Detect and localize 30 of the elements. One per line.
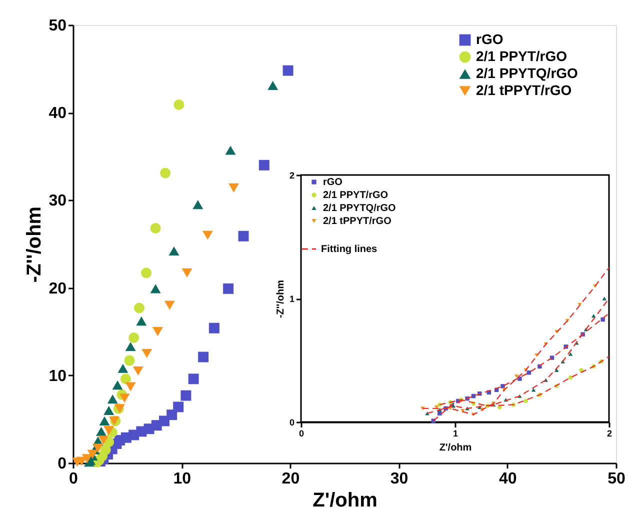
legend-label: Fitting lines: [321, 244, 378, 255]
y-tick-label: 10: [48, 368, 67, 385]
legend-label: 2/1 tPPYT/rGO: [476, 82, 572, 98]
y-tick-label: 40: [48, 105, 67, 122]
x-axis-title: Z'/ohm: [439, 442, 472, 454]
x-tick-label: 30: [390, 470, 408, 488]
legend-label: 2/1 PPYTQ/rGO: [323, 203, 396, 214]
legend-label: 2/1 PPYT/rGO: [323, 190, 388, 201]
legend-label: 2/1 tPPYT/rGO: [323, 216, 392, 227]
y-axis-title: -Z''/ohm: [275, 280, 286, 318]
y-tick-label: 20: [48, 280, 67, 298]
y-tick-label: 2: [289, 170, 294, 180]
x-tick-label: 0: [298, 428, 304, 438]
y-tick-label: 30: [48, 192, 67, 210]
y-tick-label: 50: [48, 18, 67, 34]
x-tick-label: 0: [69, 470, 78, 488]
x-tick-label: 50: [608, 470, 626, 488]
x-tick-label: 40: [499, 470, 517, 488]
y-tick-label: 0: [289, 418, 294, 428]
legend-label: 2/1 PPYT/rGO: [476, 48, 568, 64]
y-tick-label: 1: [289, 294, 294, 304]
x-tick-label: 1: [452, 428, 458, 438]
legend-label: rGO: [323, 177, 343, 188]
x-tick-label: 2: [606, 428, 612, 438]
legend-label: rGO: [476, 31, 504, 47]
legend-label: 2/1 PPYTQ/rGO: [476, 65, 578, 81]
y-tick-label: 0: [58, 456, 67, 472]
x-axis-title: Z'/ohm: [312, 490, 378, 512]
y-axis-title: -Z''/ohm: [24, 206, 46, 283]
x-tick-label: 10: [173, 470, 192, 488]
